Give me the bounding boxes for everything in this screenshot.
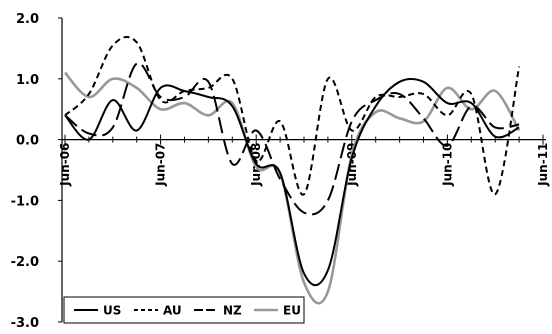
legend-label-us: US <box>103 304 121 318</box>
x-tick-labels: Jun-06 Jun-07 Jun-08 Jun-09 Jun-10 Jun-11 <box>58 143 550 187</box>
legend-label-nz: NZ <box>223 304 242 318</box>
x-tick-label: Jun-10 <box>440 143 454 187</box>
series-line-nz <box>64 62 520 216</box>
y-tick-label: -1.0 <box>11 194 39 209</box>
axes <box>58 17 546 323</box>
legend: US AU NZ EU <box>63 296 305 324</box>
x-tick-label: Jun-06 <box>58 143 72 187</box>
series-line-us <box>64 77 520 287</box>
legend-label-eu: EU <box>283 304 301 318</box>
series-line-eu <box>64 71 521 305</box>
y-tick-label: -3.0 <box>11 316 39 330</box>
y-tick-label: 1.0 <box>16 73 39 88</box>
x-tick-label: Jun-07 <box>154 143 168 187</box>
y-tick-label: 2.0 <box>16 12 39 27</box>
x-tick-label: Jun-11 <box>536 143 550 187</box>
y-tick-label: -2.0 <box>11 255 39 270</box>
y-tick-label: 0.0 <box>16 134 39 149</box>
series-line-au <box>64 35 521 196</box>
y-tick-labels: 2.0 1.0 0.0 -1.0 -2.0 -3.0 <box>11 12 39 331</box>
legend-label-au: AU <box>163 304 182 318</box>
series-lines <box>64 35 521 305</box>
